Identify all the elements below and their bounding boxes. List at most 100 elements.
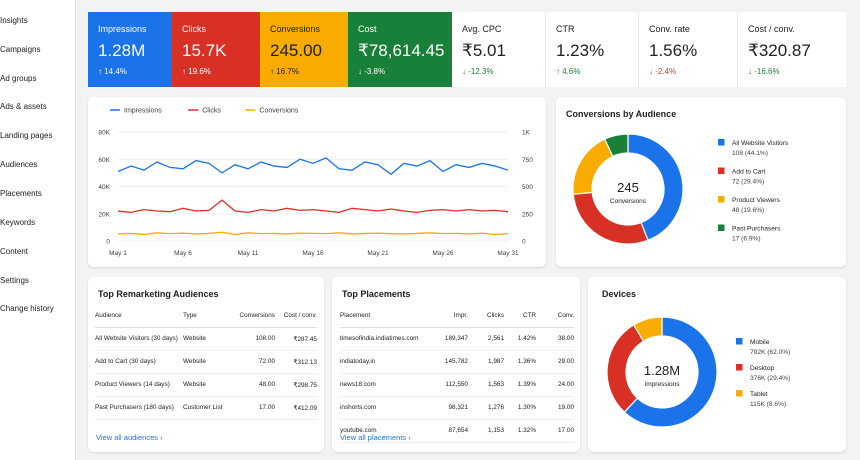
legend-value: 17 (6.9%): [732, 236, 761, 243]
sidebar-item-content[interactable]: Content: [0, 247, 29, 256]
kpi-clicks[interactable]: Clicks 15.7K ↑ 19.6%: [172, 12, 260, 87]
sidebar-item-keywords[interactable]: Keywords: [0, 218, 36, 227]
legend-swatch: [718, 196, 725, 203]
kpi-label: Conversions: [270, 24, 321, 34]
kpi-impressions[interactable]: Impressions 1.28M ↑ 14.4%: [88, 12, 172, 87]
audience-cost-per-conv: ₹412.09: [275, 396, 317, 420]
kpi-change: ↑ 4.6%: [556, 67, 581, 76]
series-line-conversions: [117, 231, 509, 236]
card-title: Top Remarketing Audiences: [98, 289, 219, 299]
table-row[interactable]: Add to Cart (30 days) Website 72.00 ₹312…: [95, 350, 317, 374]
placement-ctr: 1.30%: [504, 396, 536, 420]
audience-cost-per-conv: ₹287.45: [275, 327, 317, 351]
placement-ctr: 1.36%: [504, 350, 536, 374]
sidebar-item-settings[interactable]: Settings: [0, 276, 29, 285]
devices-card: Devices 1.28M Impressions Mobile 792K (62.0…: [588, 277, 846, 452]
placement-conv: 24.00: [536, 373, 574, 397]
sidebar-item-audiences[interactable]: Audiences: [0, 160, 38, 169]
y-right-tick-label: 0: [522, 239, 526, 246]
legend-value: 108 (44.1%): [732, 150, 768, 157]
donut-slice-past-purchasers: [603, 133, 629, 158]
audience-donut-chart: 245 Conversions All Website Visitors 108 (4…: [572, 133, 789, 245]
column-header: CTR: [504, 305, 536, 328]
table-row[interactable]: youtube.com 87,654 1,153 1.32% 17.00: [340, 419, 574, 443]
donut-center-label: Impressions: [644, 381, 680, 388]
column-header: Clicks: [468, 305, 504, 328]
placements-table: Placement Impr. Clicks CTR Conv. timesof…: [340, 305, 574, 443]
sidebar-nav: Insights Campaigns Ad groups Ads & asset…: [0, 0, 76, 460]
card-title: Top Placements: [342, 289, 411, 299]
table-row[interactable]: news18.com 112,550 1,563 1.39% 24.00: [340, 373, 574, 397]
placement-impr: 112,550: [430, 373, 468, 397]
table-row[interactable]: timesofindia.indiatimes.com 189,347 2,56…: [340, 327, 574, 351]
audience-conversions: 108.00: [233, 327, 275, 351]
placement-ctr: 1.42%: [504, 327, 536, 351]
sidebar-item-landing-pages[interactable]: Landing pages: [0, 131, 53, 140]
view-all-audiences-link[interactable]: View all audiences ›: [96, 433, 163, 442]
placement-conv: 17.00: [536, 419, 574, 443]
placement-clicks: 2,561: [468, 327, 504, 351]
donut-slice-product-viewers: [572, 138, 614, 195]
kpi-value: ₹320.87: [748, 41, 811, 60]
column-header: Audience: [95, 305, 183, 328]
kpi-cost[interactable]: Cost ₹78,614.45 ↓ -3.8%: [348, 12, 452, 87]
y-left-tick-label: 60K: [98, 157, 110, 164]
series-line-clicks: [117, 199, 509, 214]
table-row[interactable]: inshorts.com 98,321 1,276 1.30% 19.00: [340, 396, 574, 420]
table-row[interactable]: All Website Visitors (30 days) Website 1…: [95, 327, 317, 351]
audience-name: All Website Visitors (30 days): [95, 327, 183, 351]
kpi-conv-rate[interactable]: Conv. rate 1.56% ↓ -2.4%: [639, 12, 738, 87]
kpi-ctr[interactable]: CTR 1.23% ↑ 4.6%: [546, 12, 639, 87]
column-header: Cost / conv.: [275, 305, 317, 328]
legend-label: Product Viewers: [732, 197, 781, 204]
sidebar-item-insights[interactable]: Insights: [0, 16, 28, 25]
view-all-placements-link[interactable]: View all placements ›: [340, 433, 411, 442]
kpi-value: 15.7K: [182, 41, 227, 60]
audience-name: Past Purchasers (180 days): [95, 396, 183, 420]
kpi-conversions[interactable]: Conversions 245.00 ↑ 16.7%: [260, 12, 348, 87]
table-row[interactable]: Product Viewers (14 days) Website 48.00 …: [95, 373, 317, 397]
kpi-label: Cost: [358, 24, 377, 34]
kpi-change: ↓ -16.6%: [748, 67, 780, 76]
sidebar-item-placements[interactable]: Placements: [0, 189, 42, 198]
audience-type: Website: [183, 350, 233, 374]
x-tick-label: May 31: [497, 250, 519, 257]
legend-swatch: [736, 390, 743, 397]
kpi-avg-cpc[interactable]: Avg. CPC ₹5.01 ↓ -12.3%: [452, 12, 546, 87]
audience-cost-per-conv: ₹312.13: [275, 350, 317, 374]
kpi-value: 1.28M: [98, 41, 146, 60]
performance-chart-card: Impressions Clicks Conversions 80K 60K 40K 20K…: [88, 97, 546, 267]
column-header: Type: [183, 305, 233, 328]
placement-conv: 19.00: [536, 396, 574, 420]
x-tick-label: May 21: [367, 250, 389, 257]
audiences-table: Audience Type Conversions Cost / conv. A…: [95, 305, 317, 420]
sidebar-item-ad-groups[interactable]: Ad groups: [0, 74, 37, 83]
audience-type: Customer List: [183, 396, 233, 420]
y-right-tick-label: 750: [522, 157, 533, 164]
sidebar-item-ads-assets[interactable]: Ads & assets: [0, 102, 47, 111]
table-row[interactable]: indiatoday.in 145,782 1,987 1.36% 29.00: [340, 350, 574, 374]
audience-cost-per-conv: ₹298.75: [275, 373, 317, 397]
placement-url: indiatoday.in: [340, 350, 430, 374]
top-placements-card: Top Placements Placement Impr. Clicks CT…: [332, 277, 580, 452]
legend-value: 115K (8.6%): [750, 401, 786, 408]
sidebar-item-campaigns[interactable]: Campaigns: [0, 45, 41, 54]
table-row[interactable]: Past Purchasers (180 days) Customer List…: [95, 396, 317, 420]
legend-label: Desktop: [750, 365, 775, 372]
placement-clicks: 1,563: [468, 373, 504, 397]
y-right-tick-label: 500: [522, 184, 533, 191]
sidebar-item-change-history[interactable]: Change history: [0, 304, 54, 313]
y-right-tick-label: 1K: [522, 130, 531, 137]
column-header: Conv.: [536, 305, 574, 328]
kpi-label: Avg. CPC: [462, 24, 502, 34]
legend-label: Conversions: [259, 108, 298, 115]
kpi-label: Cost / conv.: [748, 24, 795, 34]
y-left-tick-label: 40K: [98, 184, 110, 191]
kpi-change: ↓ -12.3%: [462, 67, 494, 76]
devices-donut-chart: 1.28M Impressions Mobile 792K (62.0%) Deskto…: [606, 316, 790, 428]
x-tick-label: May 16: [302, 250, 324, 257]
y-left-tick-label: 80K: [98, 130, 110, 137]
kpi-cost-per-conv[interactable]: Cost / conv. ₹320.87 ↓ -16.6%: [738, 12, 846, 87]
kpi-value: 1.56%: [649, 41, 698, 60]
audience-conversions: 72.00: [233, 350, 275, 374]
